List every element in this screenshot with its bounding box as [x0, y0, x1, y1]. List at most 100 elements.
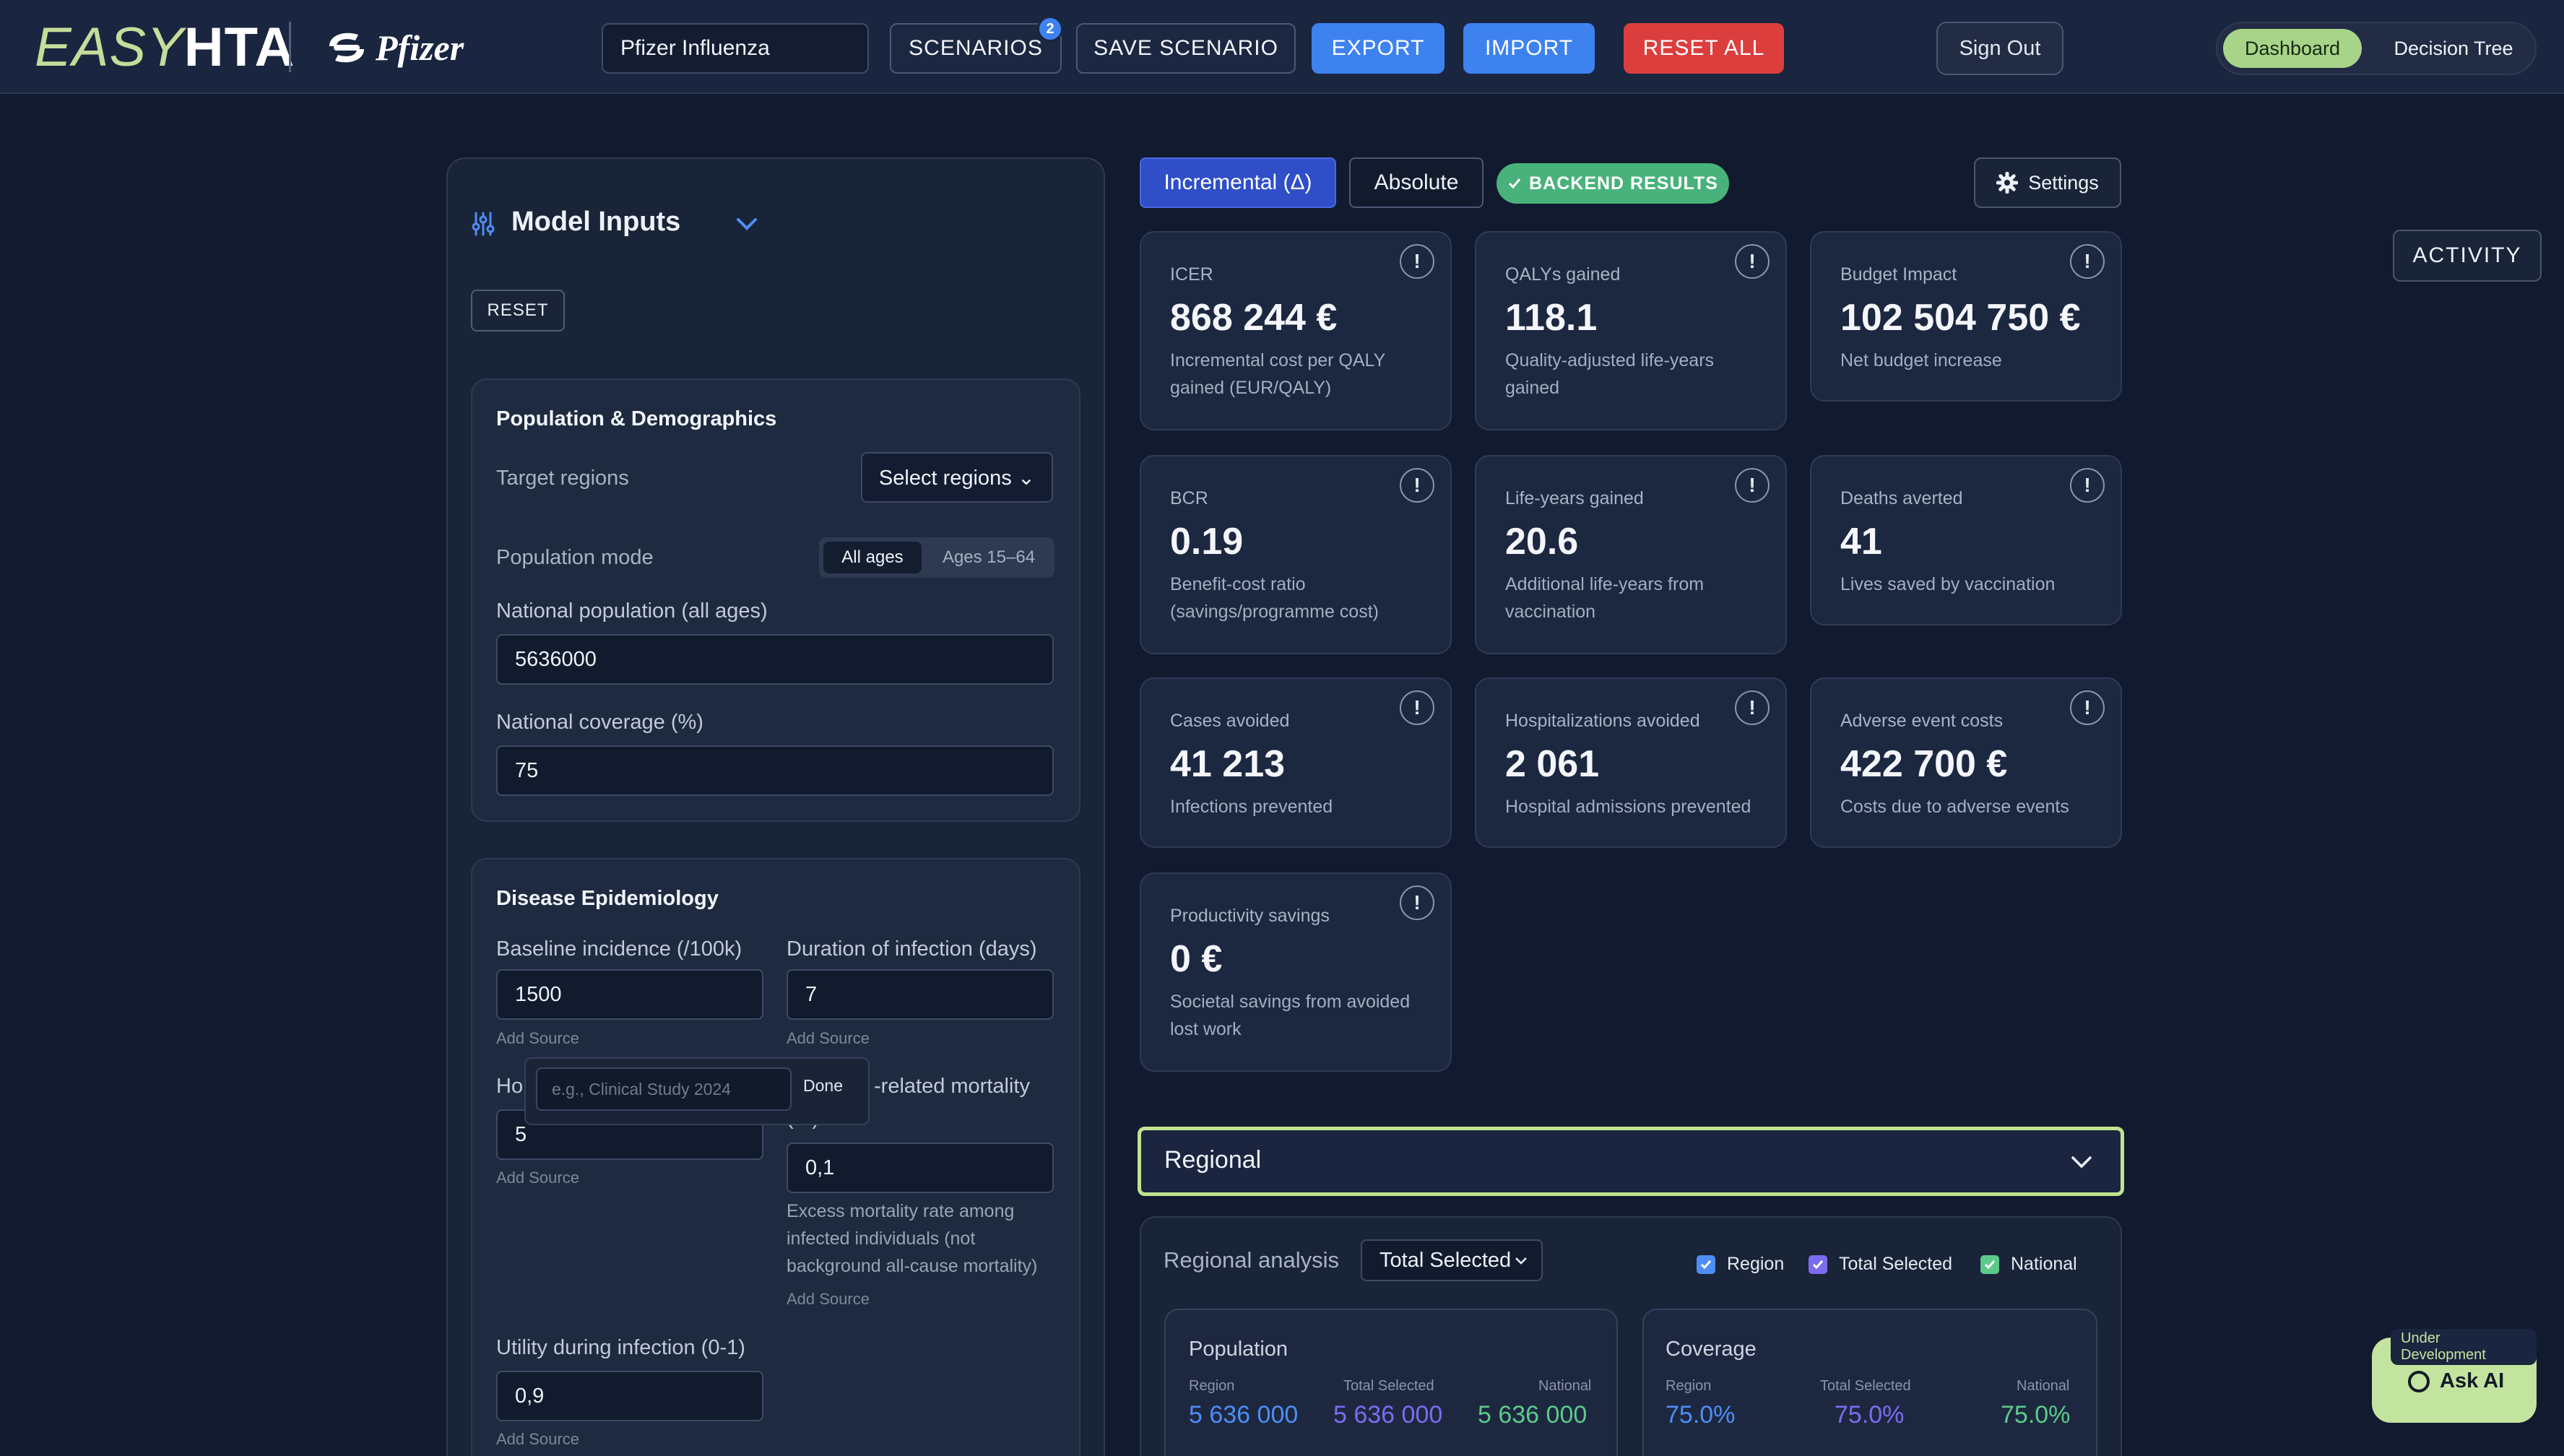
mode-ages-15-64[interactable]: Ages 15–64 — [942, 547, 1036, 567]
decision-tree-tab[interactable]: Decision Tree — [2394, 37, 2513, 59]
metric-value: 422 700 € — [1840, 743, 2008, 785]
metric-card-bcr: BCR 0.19 Benefit-cost ratio (savings/pro… — [1140, 455, 1452, 654]
metric-label: Budget Impact — [1840, 264, 1957, 285]
info-icon[interactable]: ! — [1735, 690, 1770, 725]
collapse-chevron-icon[interactable] — [734, 214, 760, 234]
info-icon[interactable]: ! — [2070, 468, 2105, 503]
population-mode-label: Population mode — [496, 546, 654, 569]
incidence-label: Baseline incidence (/100k) — [496, 937, 742, 961]
total-selected-population-value: 5 636 000 — [1333, 1401, 1443, 1429]
tab-absolute[interactable]: Absolute — [1349, 157, 1484, 208]
sign-out-button[interactable]: Sign Out — [1936, 22, 2063, 75]
metric-label: ICER — [1170, 264, 1213, 285]
utility-input[interactable]: 0,9 — [496, 1371, 763, 1421]
add-source-link[interactable]: Add Source — [496, 1169, 579, 1187]
metric-label: Adverse event costs — [1840, 711, 2004, 731]
metric-description: Quality-adjusted life-years gained — [1505, 350, 1715, 398]
region-checkbox[interactable]: Region — [1697, 1254, 1784, 1275]
tab-incremental[interactable]: Incremental (Δ) — [1140, 157, 1336, 208]
model-inputs-title: Model Inputs — [511, 207, 681, 237]
metric-value: 118.1 — [1505, 297, 1598, 339]
metric-label: Life-years gained — [1505, 488, 1644, 508]
regional-analysis-title: Regional analysis — [1164, 1247, 1339, 1273]
regional-dropdown[interactable]: Regional — [1138, 1127, 2124, 1196]
scenario-name-input[interactable] — [602, 23, 869, 74]
national-label: National — [2017, 1378, 2070, 1394]
info-icon[interactable]: ! — [1400, 690, 1434, 725]
info-icon[interactable]: ! — [1400, 244, 1434, 279]
duration-input[interactable]: 7 — [787, 969, 1054, 1020]
add-source-popover: e.g., Clinical Study 2024 Done — [524, 1057, 870, 1125]
metric-label: Deaths averted — [1840, 488, 1963, 508]
metric-label: Hospitalizations avoided — [1505, 711, 1700, 731]
logo-divider — [289, 22, 291, 72]
easyhta-logo: EASYHTA — [35, 17, 295, 78]
dashboard-tab[interactable]: Dashboard — [2223, 29, 2362, 68]
region-label: Region — [1666, 1378, 1712, 1394]
info-icon[interactable]: ! — [1400, 468, 1434, 503]
metric-card-hospitalizations: Hospitalizations avoided 2 061 Hospital … — [1475, 677, 1787, 848]
metric-description: Societal savings from avoided lost work — [1170, 992, 1411, 1039]
population-comparison-title: Population — [1189, 1338, 1289, 1361]
total-selected-checkbox[interactable]: Total Selected — [1809, 1254, 1952, 1275]
metric-card-budget-impact: Budget Impact 102 504 750 € Net budget i… — [1810, 231, 2122, 402]
metric-card-deaths-averted: Deaths averted 41 Lives saved by vaccina… — [1810, 455, 2122, 625]
info-icon[interactable]: ! — [2070, 690, 2105, 725]
metric-value: 41 — [1840, 521, 1882, 563]
population-comparison-card — [1164, 1309, 1618, 1456]
activity-button[interactable]: ACTIVITY — [2393, 230, 2542, 282]
export-button[interactable]: EXPORT — [1312, 23, 1445, 74]
incidence-input[interactable]: 1500 — [496, 969, 763, 1020]
metric-card-adverse-costs: Adverse event costs 422 700 € Costs due … — [1810, 677, 2122, 848]
add-source-link[interactable]: Add Source — [787, 1290, 870, 1308]
mode-all-ages[interactable]: All ages — [823, 542, 922, 573]
info-icon[interactable]: ! — [1735, 468, 1770, 503]
info-icon[interactable]: ! — [2070, 244, 2105, 279]
metric-value: 0.19 — [1170, 521, 1244, 563]
add-source-link[interactable]: Add Source — [496, 1430, 579, 1448]
national-population-value: 5 636 000 — [1478, 1401, 1588, 1429]
national-checkbox[interactable]: National — [1980, 1254, 2077, 1275]
select-regions-dropdown[interactable]: Select regions ⌄ — [861, 452, 1053, 503]
add-source-link[interactable]: Add Source — [787, 1029, 870, 1047]
done-button[interactable]: Done — [803, 1076, 843, 1095]
import-button[interactable]: IMPORT — [1463, 23, 1595, 74]
save-scenario-button[interactable]: SAVE SCENARIO — [1076, 23, 1296, 74]
reset-all-button[interactable]: RESET ALL — [1624, 23, 1784, 74]
utility-label: Utility during infection (0-1) — [496, 1336, 745, 1359]
metric-label: QALYs gained — [1505, 264, 1621, 285]
national-population-input[interactable]: 5636000 — [496, 634, 1054, 685]
pfizer-logo: Pfizer — [324, 22, 464, 74]
mortality-input[interactable]: 0,1 — [787, 1143, 1054, 1193]
ask-ai-label: Ask AI — [2408, 1369, 2504, 1393]
metric-value: 0 € — [1170, 938, 1223, 980]
national-coverage-input[interactable]: 75 — [496, 745, 1054, 796]
inputs-reset-button[interactable]: RESET — [471, 290, 565, 332]
regional-scope-select[interactable]: Total Selected — [1361, 1239, 1543, 1281]
metric-card-productivity: Productivity savings 0 € Societal saving… — [1140, 872, 1452, 1072]
target-regions-label: Target regions — [496, 467, 629, 490]
metric-label: Productivity savings — [1170, 906, 1330, 926]
metric-label: BCR — [1170, 488, 1208, 508]
checkbox-icon — [1809, 1254, 1827, 1274]
population-section-title: Population & Demographics — [496, 407, 777, 430]
total-selected-label: Total Selected — [1820, 1378, 1911, 1394]
info-icon[interactable]: ! — [1400, 885, 1434, 920]
metric-value: 41 213 — [1170, 743, 1286, 785]
ask-ai-button[interactable]: Under Development Ask AI — [2372, 1329, 2537, 1423]
scenarios-button[interactable]: SCENARIOS — [890, 23, 1062, 74]
coverage-comparison-title: Coverage — [1666, 1338, 1757, 1361]
source-input[interactable]: e.g., Clinical Study 2024 — [536, 1067, 792, 1111]
national-label: National — [1538, 1378, 1592, 1394]
national-coverage-label: National coverage (%) — [496, 711, 703, 734]
region-coverage-value: 75.0% — [1666, 1401, 1736, 1429]
settings-button[interactable]: Settings — [1974, 157, 2121, 208]
add-source-link[interactable]: Add Source — [496, 1029, 579, 1047]
region-label: Region — [1189, 1378, 1235, 1394]
info-icon[interactable]: ! — [1735, 244, 1770, 279]
total-selected-label: Total Selected — [1343, 1378, 1434, 1394]
checkbox-icon — [1697, 1254, 1715, 1274]
chevron-down-icon — [2071, 1156, 2092, 1169]
regional-dropdown-label: Regional — [1164, 1146, 1262, 1174]
metric-value: 20.6 — [1505, 521, 1579, 563]
